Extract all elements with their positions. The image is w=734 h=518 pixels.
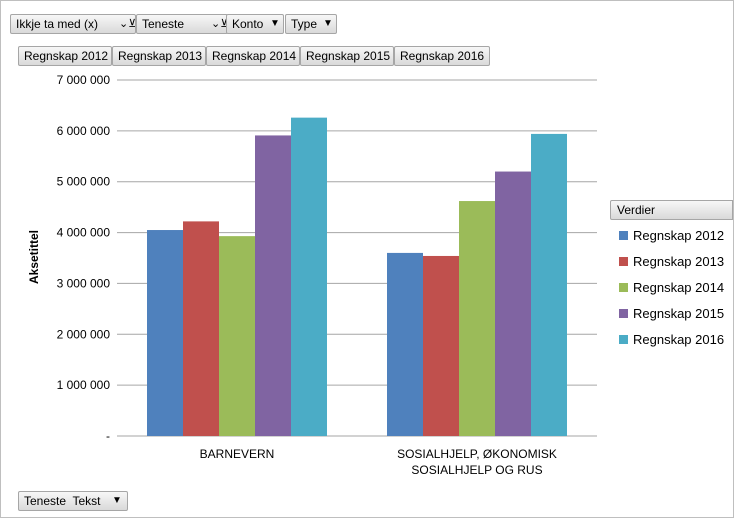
axis-field-teneste-tekst[interactable]: Teneste Tekst ▼: [18, 491, 128, 511]
dropdown-arrow-icon[interactable]: ▼: [112, 495, 122, 506]
filter-label: Teneste: [142, 17, 185, 31]
legend-swatch: [619, 335, 628, 344]
x-axis-categories: BARNEVERN SOSIALHJELP, ØKONOMISK SOSIALHJE…: [200, 447, 557, 477]
legend-item[interactable]: Regnskap 2014: [619, 279, 724, 297]
filter-label: Konto: [232, 17, 264, 31]
legend-swatch: [619, 309, 628, 318]
y-tick-label: 7 000 000: [57, 73, 111, 87]
filter-dropdown-icon[interactable]: ⌄⊻: [211, 18, 228, 30]
value-field-label: Regnskap 2014: [212, 49, 297, 63]
legend-label: Regnskap 2014: [633, 280, 725, 295]
x-category-label: SOSIALHJELP OG RUS: [411, 463, 542, 477]
bar[interactable]: [147, 230, 183, 436]
filter-dropdown-icon[interactable]: ⌄⊻: [119, 18, 136, 30]
legend-swatch: [619, 257, 628, 266]
legend-item[interactable]: Regnskap 2015: [619, 305, 724, 323]
bar[interactable]: [495, 171, 531, 437]
x-category-label: SOSIALHJELP, ØKONOMISK: [397, 447, 557, 461]
bars: [147, 117, 567, 437]
value-field-label: Regnskap 2012: [24, 49, 109, 63]
filter-button-type[interactable]: Type ▼: [285, 14, 337, 34]
value-field-label: Regnskap 2016: [400, 49, 485, 63]
value-field-regnskap-2016[interactable]: Regnskap 2016: [394, 46, 490, 66]
bar[interactable]: [255, 135, 291, 437]
value-field-regnskap-2015[interactable]: Regnskap 2015: [300, 46, 394, 66]
legend-item[interactable]: Regnskap 2012: [619, 227, 724, 245]
legend-swatch: [619, 283, 628, 292]
filter-button-konto[interactable]: Konto ▼: [226, 14, 284, 34]
dropdown-arrow-icon[interactable]: ▼: [270, 18, 280, 29]
y-tick-label: 5 000 000: [57, 175, 111, 189]
legend-item[interactable]: Regnskap 2016: [619, 331, 724, 349]
y-tick-label: 1 000 000: [57, 378, 111, 392]
bar[interactable]: [387, 252, 423, 436]
y-tick-label: 4 000 000: [57, 226, 111, 240]
bar[interactable]: [423, 255, 459, 436]
bar[interactable]: [459, 201, 495, 436]
y-tick-label: 6 000 000: [57, 124, 111, 138]
legend-swatch: [619, 231, 628, 240]
bar[interactable]: [291, 117, 327, 437]
y-axis-ticks: - 1 000 000 2 000 000 3 000 000 4 000 000 5 0…: [57, 73, 111, 443]
legend-label: Regnskap 2015: [633, 306, 725, 321]
bar[interactable]: [183, 221, 219, 436]
legend-title[interactable]: Verdier: [610, 200, 733, 220]
legend-label: Regnskap 2012: [633, 228, 725, 243]
y-tick-label: 2 000 000: [57, 327, 111, 341]
axis-field-label: Teneste Tekst: [24, 494, 101, 508]
filter-button-teneste[interactable]: Teneste ⌄⊻: [136, 14, 228, 34]
filter-button-ikkje-ta-med[interactable]: Ikkje ta med (x) ⌄⊻: [10, 14, 136, 34]
legend-label: Regnskap 2013: [633, 254, 725, 269]
bar[interactable]: [219, 236, 255, 436]
y-axis-title: Aksetittel: [27, 230, 41, 284]
value-field-label: Regnskap 2015: [306, 49, 391, 63]
y-tick-label: 3 000 000: [57, 276, 111, 290]
value-field-regnskap-2014[interactable]: Regnskap 2014: [206, 46, 300, 66]
value-field-regnskap-2013[interactable]: Regnskap 2013: [112, 46, 206, 66]
y-tick-label: -: [106, 429, 110, 443]
x-category-label: BARNEVERN: [200, 447, 275, 461]
dropdown-arrow-icon[interactable]: ▼: [323, 18, 333, 29]
filter-label: Ikkje ta med (x): [16, 17, 99, 31]
bar[interactable]: [531, 133, 567, 436]
value-field-label: Regnskap 2013: [118, 49, 203, 63]
legend-label: Regnskap 2016: [633, 332, 725, 347]
value-field-regnskap-2012[interactable]: Regnskap 2012: [18, 46, 112, 66]
legend-item[interactable]: Regnskap 2013: [619, 253, 724, 271]
filter-label: Type: [291, 17, 318, 31]
